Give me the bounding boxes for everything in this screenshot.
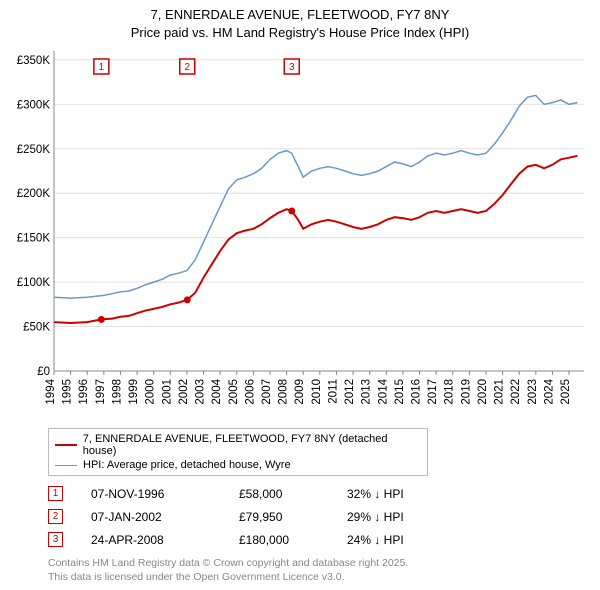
svg-text:£250K: £250K [17, 144, 51, 156]
svg-text:2015: 2015 [394, 379, 406, 405]
svg-text:2002: 2002 [178, 379, 190, 405]
sale-marker-dot-2 [184, 297, 191, 304]
svg-text:2010: 2010 [311, 379, 323, 405]
svg-text:£100K: £100K [17, 277, 51, 289]
sales-marker-box: 2 [48, 509, 63, 524]
chart-title: 7, ENNERDALE AVENUE, FLEETWOOD, FY7 8NY … [10, 6, 590, 41]
sales-table: 1 07-NOV-1996 £58,000 32% ↓ HPI 2 07-JAN-2002… [48, 482, 590, 551]
sales-row: 3 24-APR-2008 £180,000 24% ↓ HPI [48, 528, 590, 551]
series-hpi [54, 95, 577, 298]
svg-text:2014: 2014 [377, 379, 389, 405]
legend-item: HPI: Average price, detached house, Wyre [55, 458, 421, 472]
legend-swatch [55, 444, 77, 446]
sales-date: 24-APR-2008 [91, 533, 211, 547]
svg-text:2000: 2000 [145, 379, 157, 405]
legend: 7, ENNERDALE AVENUE, FLEETWOOD, FY7 8NY … [48, 428, 428, 476]
svg-text:2011: 2011 [327, 379, 339, 404]
svg-text:2024: 2024 [543, 379, 555, 405]
svg-text:2016: 2016 [411, 379, 423, 405]
svg-text:£200K: £200K [17, 188, 51, 200]
svg-text:2022: 2022 [510, 379, 522, 405]
svg-text:1997: 1997 [95, 379, 107, 405]
sales-row: 2 07-JAN-2002 £79,950 29% ↓ HPI [48, 505, 590, 528]
sales-diff: 24% ↓ HPI [347, 533, 447, 547]
legend-label: 7, ENNERDALE AVENUE, FLEETWOOD, FY7 8NY … [83, 433, 421, 457]
svg-text:1996: 1996 [78, 379, 90, 405]
svg-text:2001: 2001 [161, 379, 173, 405]
title-line-2: Price paid vs. HM Land Registry's House … [10, 24, 590, 42]
sales-row: 1 07-NOV-1996 £58,000 32% ↓ HPI [48, 482, 590, 505]
svg-text:2012: 2012 [344, 379, 356, 405]
sale-marker-dot-3 [288, 208, 295, 215]
svg-text:2009: 2009 [294, 379, 306, 405]
svg-text:1994: 1994 [45, 379, 57, 405]
svg-text:2025: 2025 [560, 379, 572, 405]
credit-line-2: This data is licensed under the Open Gov… [48, 571, 590, 585]
sales-price: £79,950 [239, 510, 319, 524]
sale-marker-label-3: 3 [289, 62, 295, 73]
sales-marker-box: 1 [48, 486, 63, 501]
svg-text:2017: 2017 [427, 379, 439, 405]
sale-marker-label-1: 1 [99, 62, 105, 73]
credit-line-1: Contains HM Land Registry data © Crown c… [48, 557, 590, 571]
sales-date: 07-JAN-2002 [91, 510, 211, 524]
legend-label: HPI: Average price, detached house, Wyre [83, 459, 291, 471]
legend-item: 7, ENNERDALE AVENUE, FLEETWOOD, FY7 8NY … [55, 432, 421, 458]
sales-marker-box: 3 [48, 532, 63, 547]
svg-text:2004: 2004 [211, 379, 223, 405]
svg-text:£300K: £300K [17, 99, 51, 111]
sale-marker-dot-1 [98, 316, 105, 323]
svg-text:1995: 1995 [62, 379, 74, 405]
svg-text:2019: 2019 [460, 379, 472, 405]
svg-text:2013: 2013 [361, 379, 373, 405]
svg-text:2023: 2023 [527, 379, 539, 405]
svg-text:2006: 2006 [244, 379, 256, 405]
svg-text:1998: 1998 [111, 379, 123, 405]
series-property [54, 156, 577, 323]
sales-date: 07-NOV-1996 [91, 487, 211, 501]
svg-text:2018: 2018 [444, 379, 456, 405]
svg-text:2021: 2021 [494, 379, 506, 405]
svg-text:2003: 2003 [195, 379, 207, 405]
svg-text:2007: 2007 [261, 379, 273, 405]
chart-area: £0 £50K £100K £150K £200K £250K £300K £350K 1994… [10, 45, 590, 425]
svg-text:£350K: £350K [17, 55, 51, 67]
credit-text: Contains HM Land Registry data © Crown c… [48, 557, 590, 584]
svg-text:2008: 2008 [278, 379, 290, 405]
svg-text:£150K: £150K [17, 233, 51, 245]
sales-diff: 32% ↓ HPI [347, 487, 447, 501]
line-chart: £0 £50K £100K £150K £200K £250K £300K £350K 1994… [10, 45, 590, 425]
title-line-1: 7, ENNERDALE AVENUE, FLEETWOOD, FY7 8NY [10, 6, 590, 24]
svg-text:£50K: £50K [23, 322, 50, 334]
svg-text:2005: 2005 [228, 379, 240, 405]
root: 7, ENNERDALE AVENUE, FLEETWOOD, FY7 8NY … [0, 0, 600, 588]
sales-price: £180,000 [239, 533, 319, 547]
svg-text:2020: 2020 [477, 379, 489, 405]
sales-price: £58,000 [239, 487, 319, 501]
legend-swatch [55, 465, 77, 466]
sales-diff: 29% ↓ HPI [347, 510, 447, 524]
sale-marker-label-2: 2 [184, 62, 190, 73]
svg-text:1999: 1999 [128, 379, 140, 405]
svg-text:£0: £0 [37, 366, 50, 378]
